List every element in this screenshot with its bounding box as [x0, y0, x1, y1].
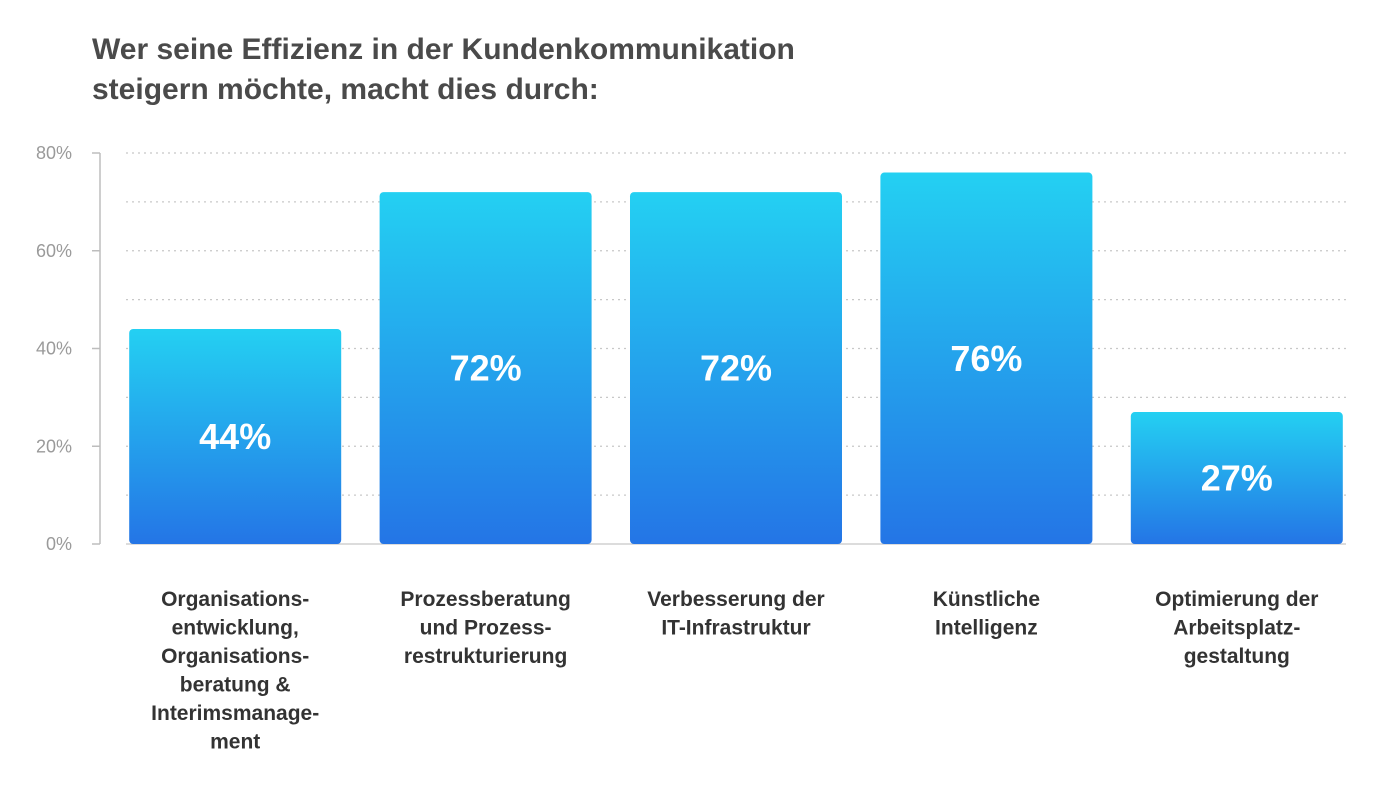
category-label-3: Künstliche Intelligenz	[933, 588, 1040, 640]
bar-3	[880, 172, 1093, 545]
category-label-0-line-4: Interimsmanage-	[151, 702, 319, 725]
category-label-0-line-2: Organisations-	[161, 645, 309, 668]
bars: 44% 72% 72% 76% 27%	[129, 172, 1343, 545]
category-label-4-line-0: Optimierung der	[1155, 588, 1318, 611]
y-tick-label-2: 40%	[36, 339, 72, 359]
y-tick-label-4: 80%	[36, 143, 72, 163]
category-label-0-line-5: ment	[210, 731, 260, 754]
category-label-3-line-0: Künstliche	[933, 588, 1040, 611]
bar-value-label-3: 76%	[950, 338, 1022, 379]
chart-title-line-2: steigern möchte, macht dies durch:	[92, 73, 599, 106]
y-tick-label-1: 20%	[36, 436, 72, 456]
category-label-4-line-1: Arbeitsplatz-	[1173, 617, 1300, 640]
category-label-1-line-0: Prozessberatung	[400, 588, 570, 611]
y-tick-label-3: 60%	[36, 241, 72, 261]
category-label-1-line-2: restrukturierung	[404, 645, 567, 668]
bar-value-label-2: 72%	[700, 348, 772, 389]
category-label-0-line-1: entwicklung,	[172, 617, 299, 640]
chart-title-line-1: Wer seine Effizienz in der Kundenkommuni…	[92, 33, 795, 66]
bar-1	[379, 192, 592, 544]
category-label-3-line-1: Intelligenz	[935, 617, 1038, 640]
bar-value-label-4: 27%	[1201, 458, 1273, 499]
category-label-2: Verbesserung der IT-Infrastruktur	[647, 588, 824, 640]
bar-value-label-0: 44%	[199, 416, 271, 457]
category-label-2-line-1: IT-Infrastruktur	[661, 617, 810, 640]
category-label-2-line-0: Verbesserung der	[647, 588, 824, 611]
bar-value-label-1: 72%	[450, 348, 522, 389]
category-label-4-line-2: gestaltung	[1184, 645, 1290, 668]
bar-0	[129, 328, 342, 544]
category-label-0: Organisations-entwicklung, Organisations-…	[151, 588, 319, 754]
y-tick-label-0: 0%	[46, 534, 72, 554]
bar-4	[1130, 412, 1343, 544]
category-labels: Organisations-entwicklung, Organisations-…	[151, 588, 1318, 754]
category-label-0-line-3: beratung &	[180, 674, 291, 697]
chart-title: Wer seine Effizienz in der Kundenkommuni…	[92, 30, 992, 110]
bar-2	[630, 192, 842, 544]
category-label-4: Optimierung der Arbeitsplatz-gestaltung	[1155, 588, 1318, 668]
category-label-1-line-1: und Prozess-	[420, 617, 552, 640]
y-axis: 0% 20% 40% 60% 80%	[36, 143, 101, 554]
category-label-0-line-0: Organisations-	[161, 588, 309, 611]
category-label-1: Prozessberatung und Prozess-restrukturier…	[400, 588, 570, 668]
